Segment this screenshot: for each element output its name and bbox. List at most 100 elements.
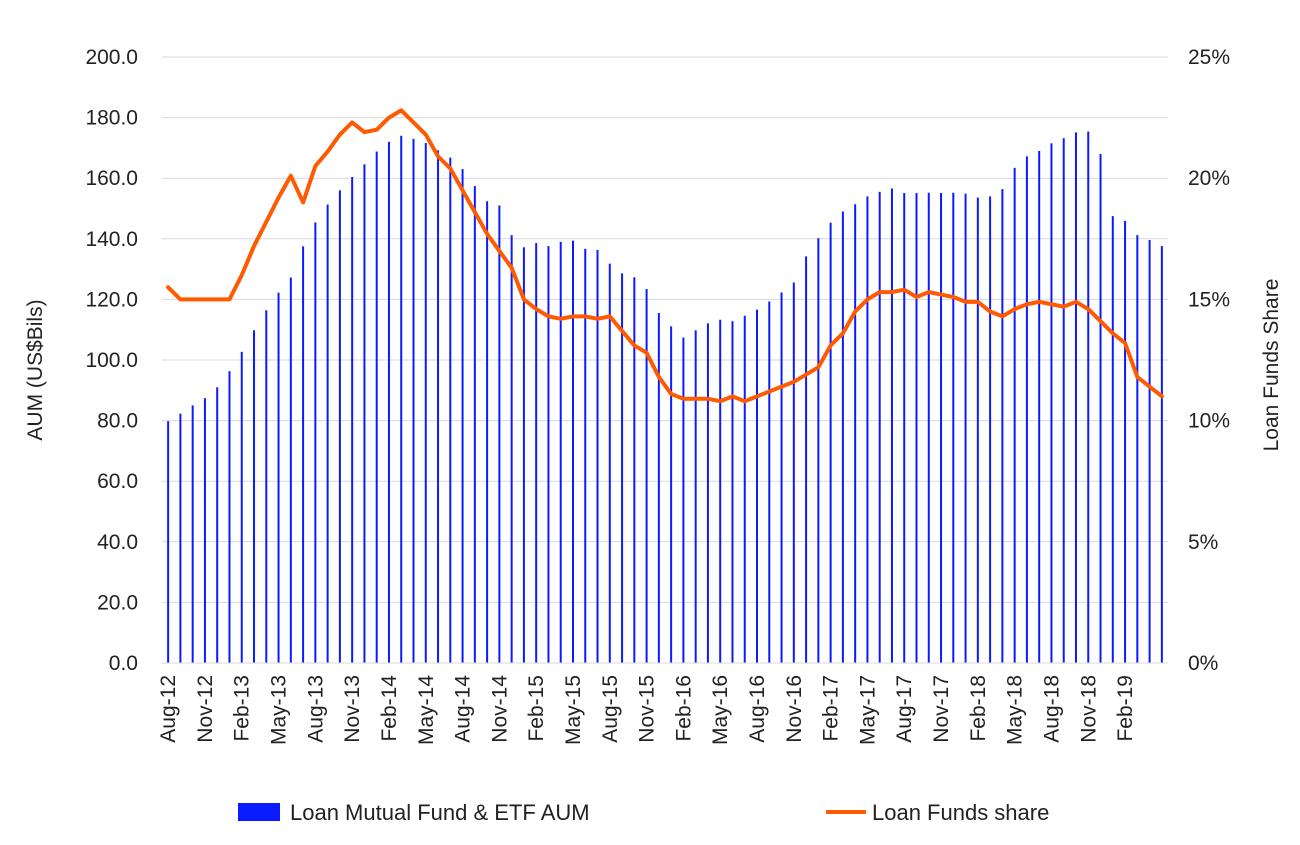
bar (1025, 156, 1028, 663)
bar (461, 169, 464, 664)
bar (743, 315, 746, 663)
bar (940, 193, 943, 663)
y2-tick-label: 25% (1188, 46, 1230, 69)
bar (351, 176, 354, 663)
y2-tick-label: 15% (1188, 288, 1230, 311)
x-tick-label: Aug-12 (157, 675, 180, 743)
x-tick-label: Aug-17 (893, 675, 916, 743)
bar (424, 143, 427, 663)
bar (265, 310, 268, 663)
x-tick-label: May-17 (856, 675, 879, 745)
bar (608, 263, 611, 663)
bar (792, 282, 795, 663)
bar (400, 135, 403, 663)
x-tick-label: Aug-14 (452, 675, 475, 743)
y2-tick-label: 5% (1188, 531, 1218, 554)
x-tick-label: Aug-18 (1040, 675, 1063, 743)
bar (486, 201, 489, 663)
bar (1050, 143, 1053, 664)
bar (989, 196, 992, 663)
bar (878, 191, 881, 663)
bar (571, 240, 574, 664)
bar (903, 193, 906, 663)
y-tick-label: 180.0 (85, 107, 138, 130)
bar (314, 222, 317, 664)
bar (203, 398, 206, 663)
y2-tick-label: 10% (1188, 410, 1230, 433)
bar (1062, 138, 1065, 664)
y-tick-label: 80.0 (97, 410, 138, 433)
left-axis-ticks: 0.0 20.0 40.0 60.0 80.0 100.0 120.0 140.0 160.0 1… (85, 46, 138, 675)
y-tick-label: 0.0 (109, 652, 138, 675)
x-tick-label: May-14 (415, 675, 438, 745)
y-tick-label: 160.0 (85, 167, 138, 190)
bar-series (167, 131, 1163, 664)
bar (952, 192, 955, 663)
bar (191, 405, 194, 663)
bar (216, 387, 219, 663)
x-tick-label: Aug-13 (304, 675, 327, 743)
y-tick-label: 200.0 (85, 46, 138, 69)
bar (584, 248, 587, 663)
bar (375, 151, 378, 663)
bar (387, 141, 390, 664)
bar (1148, 240, 1151, 663)
bar (449, 157, 452, 663)
bar (829, 222, 832, 663)
bar (1136, 235, 1139, 663)
bar (780, 292, 783, 663)
bar (706, 323, 709, 663)
bar (412, 138, 415, 663)
x-tick-label: Nov-14 (488, 675, 511, 743)
bar (596, 250, 599, 664)
x-tick-label: Feb-14 (378, 675, 401, 742)
bar (719, 319, 722, 663)
bar (1087, 131, 1090, 664)
legend-item-aum: Loan Mutual Fund & ETF AUM (238, 800, 590, 825)
bar (915, 193, 918, 663)
bar (890, 188, 893, 663)
bar (510, 235, 513, 663)
bar (964, 193, 967, 663)
bar (437, 150, 440, 664)
y-tick-label: 100.0 (85, 349, 138, 372)
bar (167, 421, 170, 663)
x-tick-label: May-16 (709, 675, 732, 745)
bar (277, 292, 280, 663)
x-tick-label: May-15 (562, 675, 585, 745)
bar (326, 204, 329, 663)
line-series-loan-funds-share (166, 108, 1164, 404)
bar (657, 313, 660, 663)
gridlines (162, 56, 1168, 603)
bar (240, 351, 243, 663)
x-tick-label: May-13 (268, 675, 291, 745)
x-tick-label: Nov-17 (930, 675, 953, 743)
bar (535, 243, 538, 664)
legend-label-aum: Loan Mutual Fund & ETF AUM (290, 800, 590, 825)
y2-tick-label: 0% (1188, 652, 1218, 675)
bar (927, 192, 930, 663)
x-tick-label: Nov-13 (341, 675, 364, 743)
legend-swatch-aum (238, 803, 280, 821)
bar (1124, 220, 1127, 663)
bar (289, 277, 292, 663)
y-tick-label: 20.0 (97, 591, 138, 614)
bar (1074, 132, 1077, 663)
bar (731, 321, 734, 663)
bar (253, 330, 256, 663)
y-tick-label: 140.0 (85, 228, 138, 251)
bar (670, 326, 673, 663)
x-tick-label: Nov-18 (1077, 675, 1100, 743)
bar (854, 204, 857, 663)
bar (768, 301, 771, 663)
x-tick-label: Nov-12 (194, 675, 217, 743)
x-tick-label: Feb-18 (967, 675, 990, 742)
bar (633, 277, 636, 663)
legend-label-share: Loan Funds share (872, 800, 1049, 825)
bar (498, 205, 501, 663)
bar (621, 273, 624, 663)
bar (756, 309, 759, 663)
x-tick-label: Feb-19 (1114, 675, 1137, 742)
bar (1038, 150, 1041, 663)
